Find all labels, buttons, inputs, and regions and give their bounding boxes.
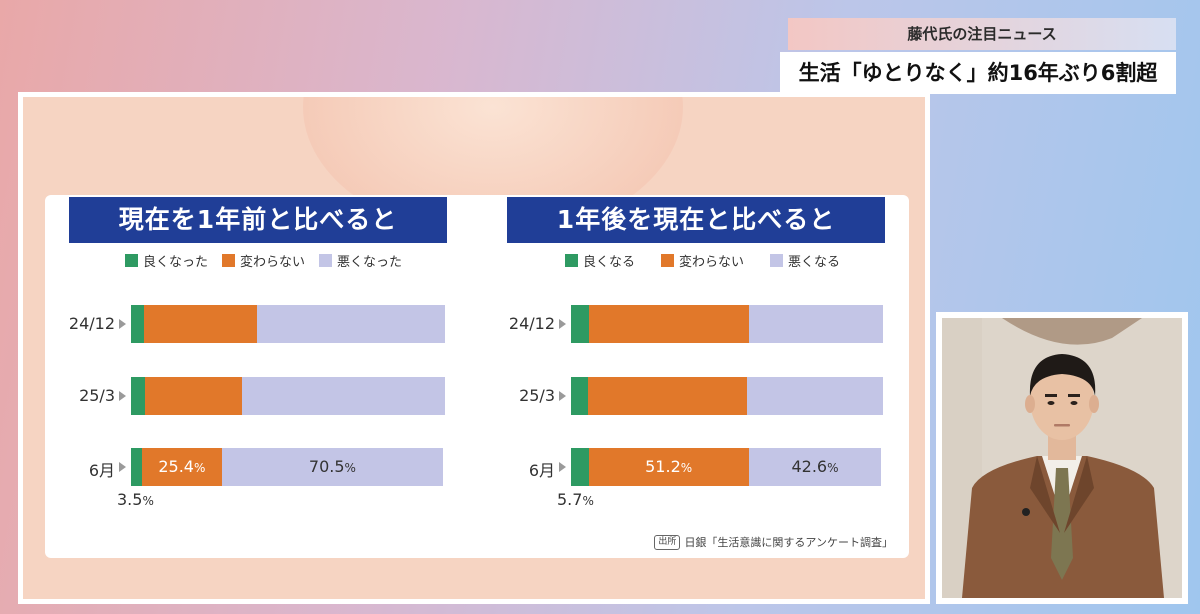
data-label-good: 5.7% <box>557 490 594 509</box>
legend-swatch <box>319 254 333 267</box>
legend-label: 良くなる <box>583 255 636 270</box>
legend-item-same: 変わらない <box>222 251 305 270</box>
legend-swatch <box>222 254 236 267</box>
presenter-image <box>942 318 1182 598</box>
chart-legend: 良くなった 変わらない 悪くなった <box>125 251 402 270</box>
bar-segment <box>749 305 883 343</box>
row-arrow-icon <box>559 462 566 472</box>
row-label: 24/12 <box>508 314 555 333</box>
chart-next-year: 1年後を現在と比べると 良くなる 変わらない 悪くなる 24/12 25/3 6月 5… <box>477 195 909 558</box>
news-caption: 藤代氏の注目ニュース 生活「ゆとりなく」約16年ぶり6割超 <box>780 18 1176 94</box>
legend-item-bad: 悪くなる <box>770 251 840 270</box>
caption-headline: 生活「ゆとりなく」約16年ぶり6割超 <box>780 52 1176 94</box>
legend-item-bad: 悪くなった <box>319 251 402 270</box>
row-label: 25/3 <box>79 386 115 405</box>
data-label-bad: 42.6% <box>791 457 839 476</box>
legend-swatch <box>661 254 675 267</box>
bar-segment <box>747 377 883 415</box>
bar-segment <box>145 377 243 415</box>
data-label-good: 3.5% <box>117 490 154 509</box>
bar-segment <box>748 448 882 486</box>
bar-segment <box>131 448 142 486</box>
chart-title: 現在を1年前と比べると <box>69 197 447 243</box>
row-arrow-icon <box>119 462 126 472</box>
row-arrow-icon <box>119 319 126 329</box>
presenter-video <box>936 312 1188 604</box>
legend-swatch <box>565 254 578 267</box>
chart-panel: 現在を1年前と比べると 良くなった 変わらない 悪くなった 24/12 25/3 6… <box>18 92 930 604</box>
legend-item-good: 良くなった <box>125 251 208 270</box>
source-note: 出所 日銀「生活意識に関するアンケート調査」 <box>654 534 893 550</box>
bar-segment <box>131 377 146 415</box>
legend-swatch <box>770 254 784 267</box>
data-label-same: 51.2% <box>645 457 693 476</box>
bar-segment <box>588 305 750 343</box>
bar-segment <box>131 305 145 343</box>
legend-label: 変わらない <box>240 255 306 270</box>
bar-segment <box>242 377 445 415</box>
legend-item-good: 良くなる <box>565 251 635 270</box>
legend-label: 変わらない <box>679 255 745 270</box>
chart-card: 現在を1年前と比べると 良くなった 変わらない 悪くなった 24/12 25/3 6… <box>45 195 909 558</box>
row-arrow-icon <box>559 319 566 329</box>
row-label: 24/12 <box>68 314 115 333</box>
chart-past-year: 現在を1年前と比べると 良くなった 変わらない 悪くなった 24/12 25/3 6… <box>45 195 477 558</box>
legend-label: 悪くなる <box>788 255 841 270</box>
legend-label: 悪くなった <box>337 255 403 270</box>
bar-segment <box>141 448 222 486</box>
source-text: 日銀「生活意識に関するアンケート調査」 <box>684 536 893 549</box>
row-label: 6月 <box>88 461 115 480</box>
caption-subtitle: 藤代氏の注目ニュース <box>788 18 1176 50</box>
row-label: 25/3 <box>519 386 555 405</box>
chart-title: 1年後を現在と比べると <box>507 197 885 243</box>
bar-segment <box>571 448 589 486</box>
row-arrow-icon <box>559 391 566 401</box>
bar-segment <box>588 377 748 415</box>
bar-segment <box>571 305 589 343</box>
legend-item-same: 変わらない <box>661 251 744 270</box>
data-label-same: 25.4% <box>158 457 206 476</box>
row-label: 6月 <box>528 461 555 480</box>
legend-swatch <box>125 254 138 267</box>
bar-segment <box>257 305 445 343</box>
source-tag: 出所 <box>654 534 681 550</box>
bar-segment <box>144 305 258 343</box>
data-label-bad: 70.5% <box>308 457 356 476</box>
chart-legend: 良くなる 変わらない 悪くなる <box>565 251 840 270</box>
bar-segment <box>571 377 589 415</box>
legend-label: 良くなった <box>143 255 209 270</box>
row-arrow-icon <box>119 391 126 401</box>
bar-segment <box>221 448 444 486</box>
bar-segment <box>588 448 749 486</box>
